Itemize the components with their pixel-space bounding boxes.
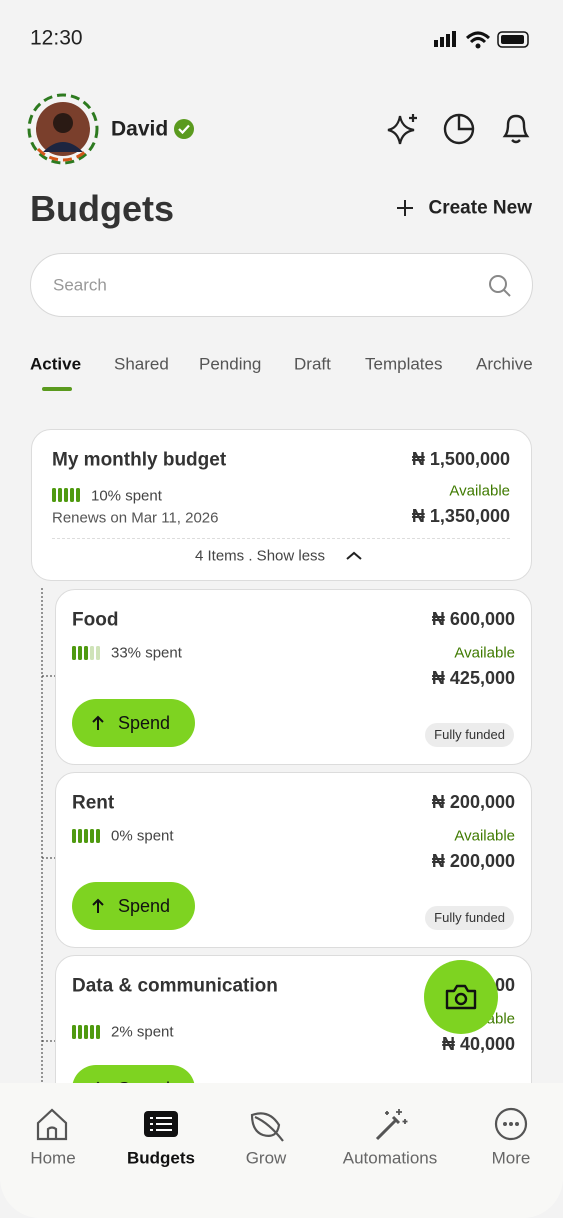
items-toggle[interactable]: 4 Items . Show less [195,547,326,565]
bell-icon[interactable] [501,112,531,146]
tab[interactable]: Pending [199,354,262,374]
nav-icon[interactable] [144,1107,178,1141]
verified-badge [174,119,194,139]
item-name: Food [72,609,119,631]
segment [84,646,88,660]
progress-segments [52,488,80,502]
segment [96,829,100,843]
segment [72,646,76,660]
page-title: Budgets [30,188,174,229]
segment [90,646,94,660]
tab[interactable]: Archive [476,354,533,374]
available-label: Available [454,827,515,845]
sparkle-icon[interactable] [386,112,420,146]
budget-renews: Renews on Mar 11, 2026 [52,509,219,527]
nav-icon[interactable] [36,1107,70,1141]
tab[interactable]: Templates [365,354,443,374]
budget-available: ₦ 1,350,000 [411,506,510,526]
nav-icon[interactable] [373,1107,408,1141]
chevron-up [346,551,362,560]
item-available: ₦ 200,000 [431,851,515,871]
nav-label[interactable]: Grow [245,1148,287,1168]
divider [52,538,510,539]
available-label: Available [449,482,510,500]
segment [90,829,94,843]
budget-card[interactable] [31,429,532,581]
progress-segments [72,829,102,843]
nav-icon[interactable] [494,1107,528,1141]
status-chip: Fully funded [425,723,514,747]
camera-button[interactable] [424,960,498,1034]
segment [78,646,82,660]
spend-label: Spend [118,896,171,916]
nav-label[interactable]: More [491,1148,531,1168]
camera-icon [445,984,477,1010]
create-new[interactable]: Create New [428,197,533,219]
progress-segments [72,1025,102,1039]
search-placeholder: Search [53,275,107,295]
profile-name[interactable]: David [111,117,169,141]
progress-segments [72,646,102,660]
segment [84,1025,88,1039]
tab[interactable]: Active [30,354,82,374]
item-available: ₦ 425,000 [431,668,515,688]
arrow-up-icon [92,715,104,730]
segment [78,829,82,843]
item-spent: 33% spent [111,644,182,662]
item-name: Data & communication [72,975,278,997]
nav-label[interactable]: Budgets [127,1148,195,1168]
tab[interactable]: Draft [294,354,331,374]
search-box[interactable] [30,253,533,317]
available-label: Available [454,644,515,662]
tab-indicator [42,387,72,391]
spend-button[interactable]: Spend [72,882,195,930]
tab[interactable]: Shared [114,354,169,374]
spend-button[interactable]: Spend [72,699,195,747]
nav-label[interactable]: Home [30,1148,76,1168]
nav-label[interactable]: Automations [342,1148,438,1168]
item-spent: 0% spent [111,827,174,845]
status-chip: Fully funded [425,906,514,930]
segment [72,1025,76,1039]
segment [96,1025,100,1039]
tree-lines [41,588,55,1088]
status-label: Fully funded [434,910,505,925]
item-total: ₦ 200,000 [431,792,515,812]
search-icon [489,275,511,297]
bottom-nav [0,1083,563,1218]
budget-name: My monthly budget [52,449,227,471]
segment [84,829,88,843]
chart-icon[interactable] [443,113,475,145]
segment [96,646,100,660]
segment [90,1025,94,1039]
item-name: Rent [72,792,115,814]
item-available: ₦ 40,000 [441,1034,515,1054]
avatar [27,93,99,165]
segment [78,1025,82,1039]
budget-total: ₦ 1,500,000 [411,449,510,469]
spend-label: Spend [118,713,171,733]
status-label: Fully funded [434,727,505,742]
nav-icon[interactable] [249,1107,284,1142]
item-total: ₦ 600,000 [431,609,515,629]
budget-spent: 10% spent [91,487,162,505]
item-spent: 2% spent [111,1023,174,1041]
arrow-up-icon [92,898,104,913]
segment [72,829,76,843]
status-time: 12:30 [30,26,83,50]
status-icons [434,31,529,49]
plus-icon [397,200,413,216]
